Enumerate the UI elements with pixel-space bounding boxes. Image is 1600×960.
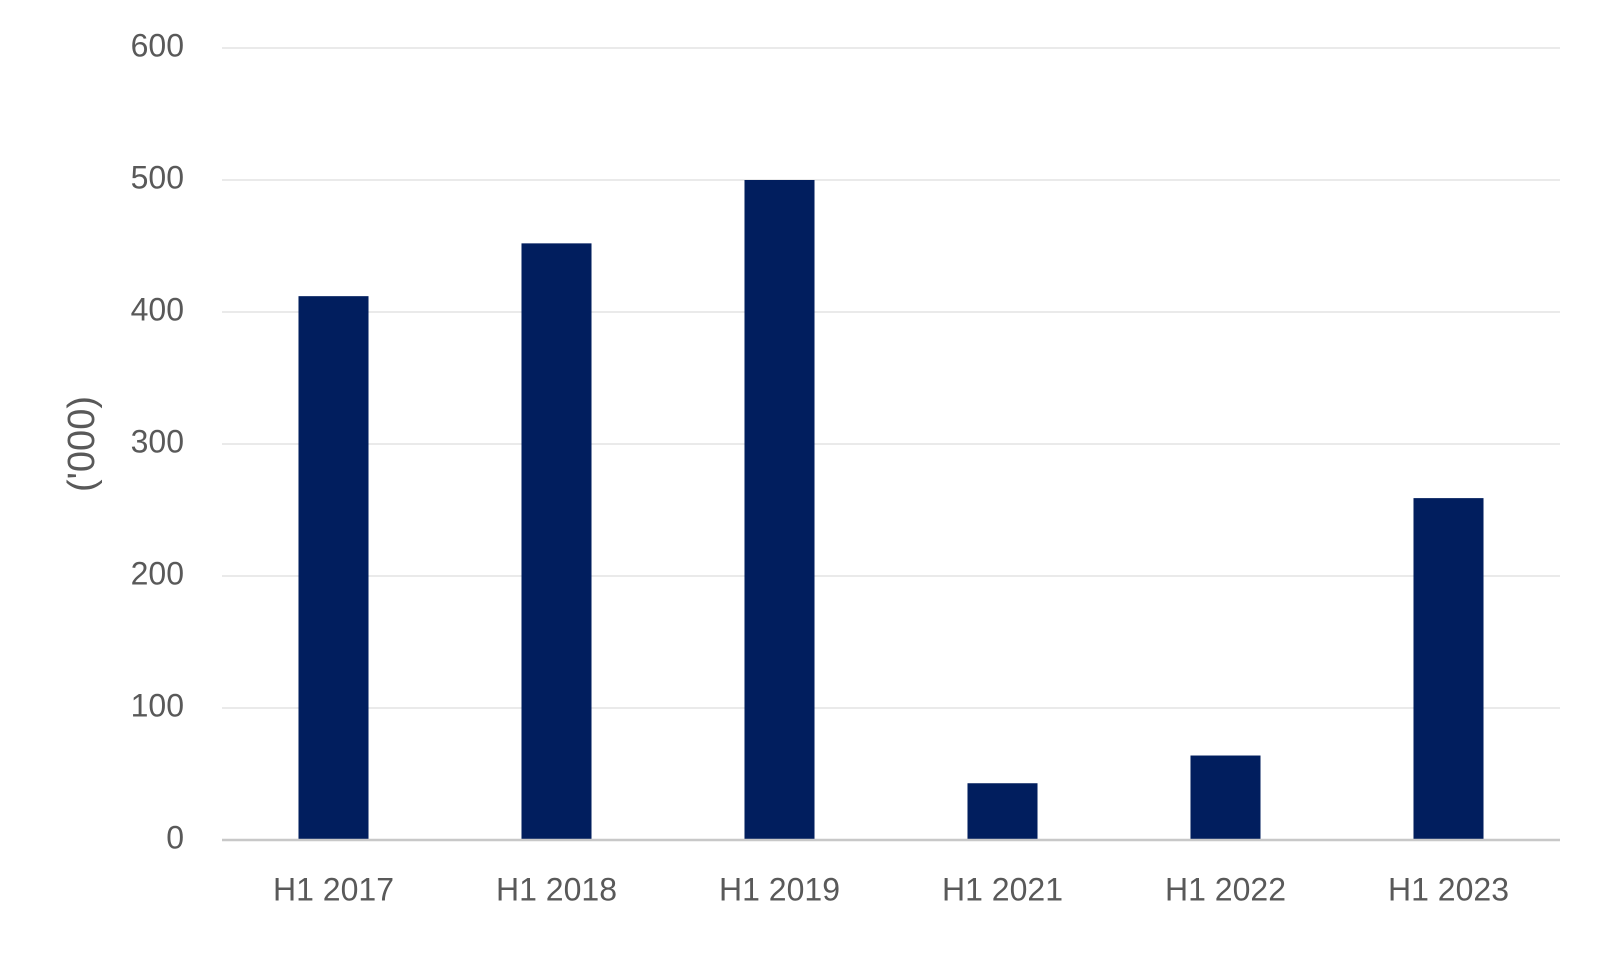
y-tick-label: 400	[131, 291, 184, 327]
y-tick-label: 100	[131, 687, 184, 723]
x-tick-label: H1 2022	[1165, 871, 1286, 907]
bar	[744, 180, 815, 840]
bar	[1190, 755, 1261, 840]
y-tick-label: 500	[131, 159, 184, 195]
x-tick-label: H1 2017	[273, 871, 394, 907]
y-tick-label: 600	[131, 27, 184, 63]
y-tick-label: 300	[131, 423, 184, 459]
y-tick-label: 200	[131, 555, 184, 591]
bar	[298, 296, 369, 840]
x-tick-label: H1 2023	[1388, 871, 1509, 907]
bar	[1413, 498, 1484, 840]
x-tick-label: H1 2018	[496, 871, 617, 907]
y-axis-label: ('000)	[61, 396, 103, 492]
x-tick-label: H1 2019	[719, 871, 840, 907]
bar	[521, 243, 592, 841]
bar	[967, 783, 1038, 840]
x-tick-label: H1 2021	[942, 871, 1063, 907]
y-tick-label: 0	[166, 819, 184, 855]
